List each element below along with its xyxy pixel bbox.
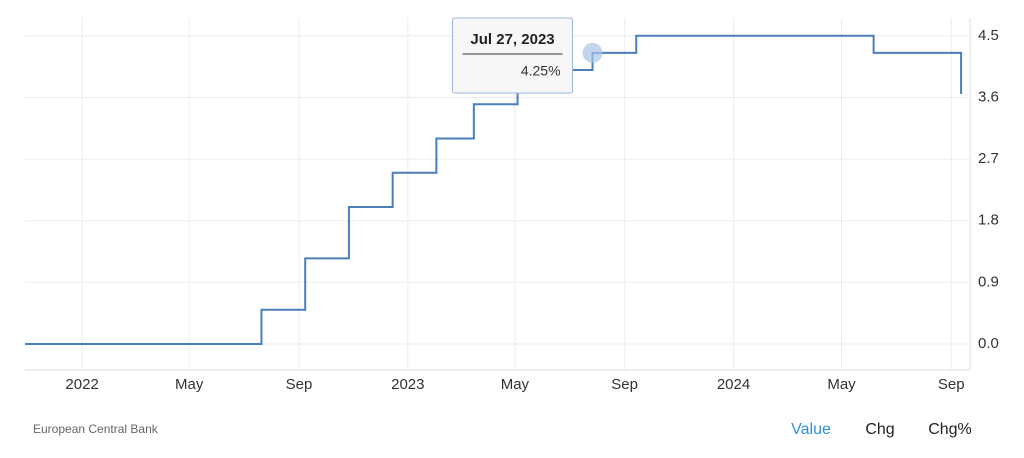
source: European Central Bank — [33, 422, 159, 436]
x-tick-label: May — [175, 376, 204, 393]
x-tick-label: Sep — [938, 376, 965, 393]
x-tick-label: May — [827, 376, 856, 393]
tooltip-box — [452, 17, 574, 94]
tooltip-value: 4.25% — [521, 63, 561, 79]
hover-marker — [582, 42, 603, 63]
y-tick-label: 2.7 — [978, 150, 999, 167]
y-tick-label: 0.0 — [978, 335, 999, 352]
x-tick-label: 2024 — [717, 376, 750, 393]
y-tick-label: 1.8 — [978, 212, 999, 229]
tab-value[interactable]: Value — [791, 421, 831, 438]
tooltip-date: Jul 27, 2023 — [470, 31, 554, 48]
tab-chg-pct[interactable]: Chg% — [928, 421, 972, 438]
x-tick-label: 2023 — [391, 376, 424, 393]
y-tick-label: 4.5 — [978, 27, 999, 44]
x-tick-label: Sep — [286, 376, 313, 393]
x-tick-label: May — [501, 376, 530, 393]
y-tick-label: 0.9 — [978, 273, 999, 290]
x-tick-label: 2022 — [65, 376, 98, 393]
y-tick-label: 3.6 — [978, 88, 999, 105]
data-line — [25, 34, 963, 345]
x-tick-label: Sep — [611, 376, 638, 393]
tab-chg[interactable]: Chg — [865, 421, 894, 438]
